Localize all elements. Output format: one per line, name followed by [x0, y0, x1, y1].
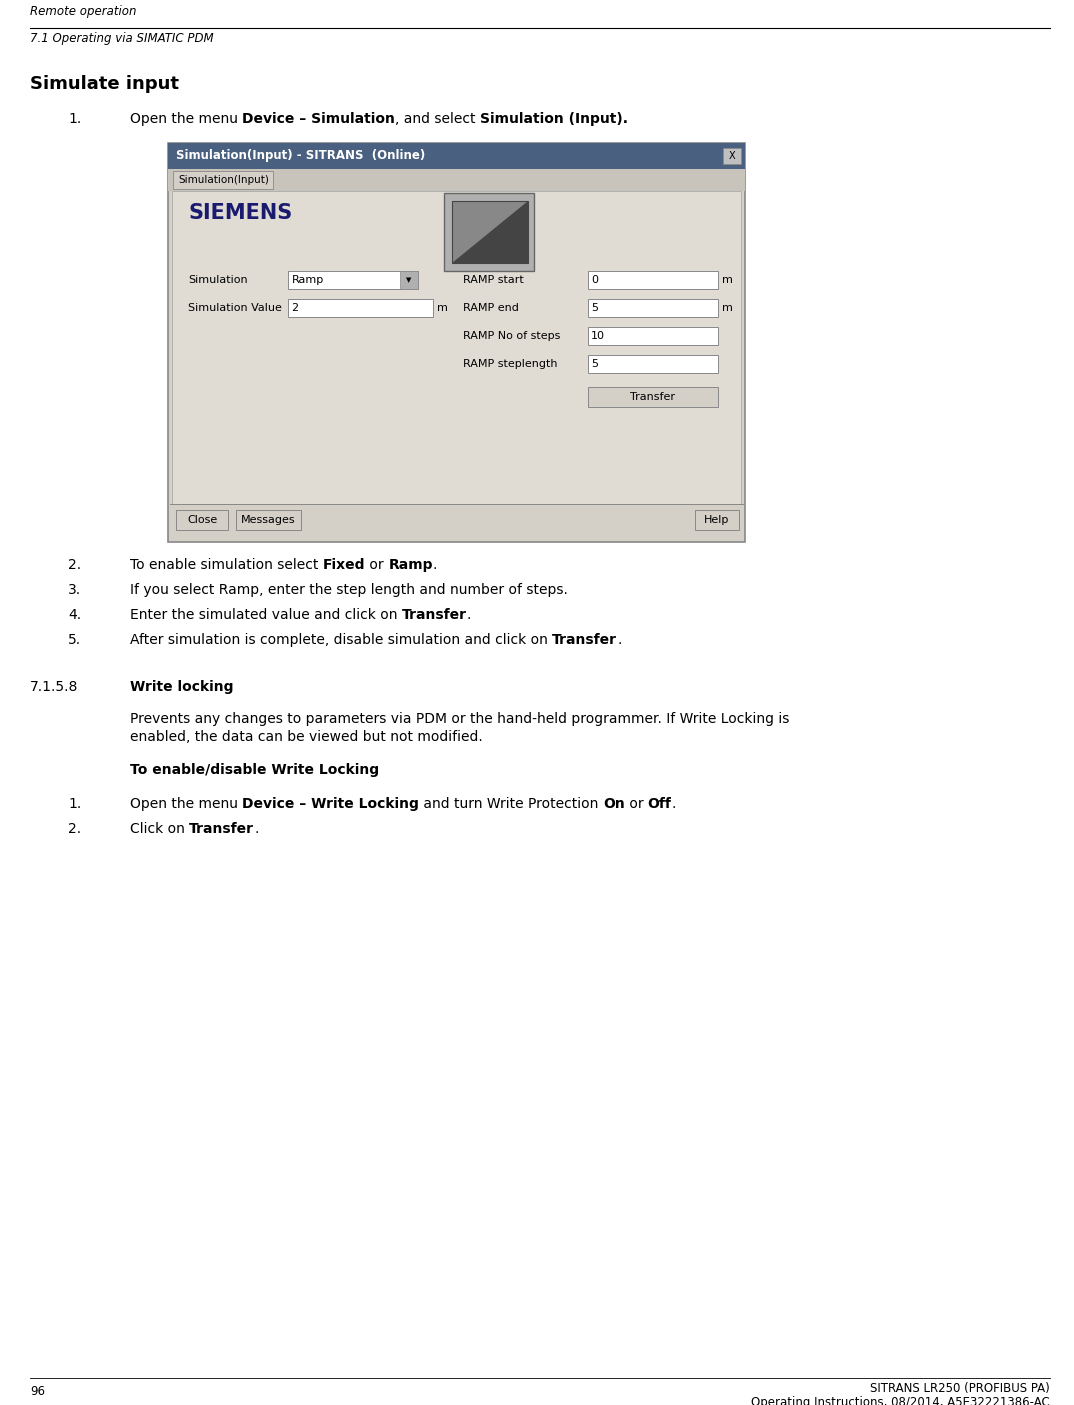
Text: .: .: [467, 608, 471, 622]
Text: Transfer: Transfer: [552, 634, 618, 646]
Text: Fixed: Fixed: [323, 558, 365, 572]
Bar: [173, 171, 273, 190]
Polygon shape: [452, 201, 528, 263]
Text: Simulation(Input) - SITRANS  (Online): Simulation(Input) - SITRANS (Online): [176, 149, 425, 163]
Bar: [288, 271, 418, 289]
Bar: [236, 510, 301, 530]
Text: Transfer: Transfer: [402, 608, 467, 622]
Text: Simulation (Input).: Simulation (Input).: [480, 112, 628, 126]
Text: Messages: Messages: [242, 516, 295, 525]
Text: Prevents any changes to parameters via PDM or the hand-held programmer. If Write: Prevents any changes to parameters via P…: [130, 712, 789, 726]
Bar: [168, 169, 745, 191]
Text: 96: 96: [30, 1385, 45, 1398]
Text: Enter the simulated value and click on: Enter the simulated value and click on: [130, 608, 402, 622]
Text: 5: 5: [591, 303, 598, 313]
Text: 7.1.5.8: 7.1.5.8: [30, 680, 78, 694]
Bar: [288, 299, 433, 318]
Bar: [176, 510, 228, 530]
Bar: [587, 327, 719, 346]
Text: Write locking: Write locking: [130, 680, 233, 694]
Text: .: .: [433, 558, 437, 572]
Text: 1.: 1.: [68, 797, 82, 811]
Text: ▼: ▼: [406, 277, 411, 282]
Text: Operating Instructions, 08/2014, A5E32221386-AC: Operating Instructions, 08/2014, A5E3222…: [751, 1397, 1050, 1405]
Text: 4.: 4.: [68, 608, 82, 622]
Text: 7.1 Operating via SIMATIC PDM: 7.1 Operating via SIMATIC PDM: [30, 32, 214, 45]
Text: .: .: [618, 634, 622, 646]
Text: Close: Close: [187, 516, 217, 525]
Text: 2.: 2.: [68, 822, 82, 836]
Text: X: X: [728, 150, 736, 162]
Text: , and select: , and select: [395, 112, 480, 126]
Text: Simulate input: Simulate input: [30, 74, 179, 93]
Bar: [172, 191, 741, 504]
Text: 5: 5: [591, 360, 598, 370]
Text: Off: Off: [648, 797, 671, 811]
Text: or: or: [365, 558, 388, 572]
Text: RAMP No of steps: RAMP No of steps: [463, 332, 561, 341]
Text: On: On: [603, 797, 625, 811]
Bar: [452, 201, 528, 263]
Text: 5.: 5.: [68, 634, 82, 646]
Text: Simulation: Simulation: [188, 275, 248, 285]
Text: or: or: [625, 797, 648, 811]
Bar: [170, 504, 743, 540]
Text: RAMP end: RAMP end: [463, 303, 519, 313]
Text: To enable simulation select: To enable simulation select: [130, 558, 323, 572]
Bar: [723, 148, 741, 164]
Bar: [168, 143, 745, 542]
Bar: [400, 271, 418, 289]
Text: 1.: 1.: [68, 112, 82, 126]
Text: .: .: [255, 822, 259, 836]
Text: 0: 0: [591, 275, 598, 285]
Text: enabled, the data can be viewed but not modified.: enabled, the data can be viewed but not …: [130, 731, 482, 745]
Text: SIEMENS: SIEMENS: [188, 202, 292, 223]
Text: To enable/disable Write Locking: To enable/disable Write Locking: [130, 763, 379, 777]
Text: SITRANS LR250 (PROFIBUS PA): SITRANS LR250 (PROFIBUS PA): [870, 1383, 1050, 1395]
Text: m: m: [722, 275, 732, 285]
Text: Simulation(Input): Simulation(Input): [178, 176, 268, 185]
Text: Open the menu: Open the menu: [130, 112, 243, 126]
Text: If you select Ramp, enter the step length and number of steps.: If you select Ramp, enter the step lengt…: [130, 583, 568, 597]
Bar: [587, 271, 719, 289]
Text: Simulation Value: Simulation Value: [188, 303, 281, 313]
Bar: [444, 192, 534, 271]
Text: Ramp: Ramp: [292, 275, 324, 285]
Text: Ramp: Ramp: [388, 558, 433, 572]
Bar: [587, 355, 719, 372]
Text: m: m: [437, 303, 448, 313]
Bar: [587, 299, 719, 318]
Text: After simulation is complete, disable simulation and click on: After simulation is complete, disable si…: [130, 634, 552, 646]
Text: Device – Simulation: Device – Simulation: [243, 112, 395, 126]
Text: Remote operation: Remote operation: [30, 6, 136, 18]
Text: 3.: 3.: [68, 583, 82, 597]
Text: 2: 2: [291, 303, 299, 313]
Text: Click on: Click on: [130, 822, 189, 836]
Bar: [587, 386, 719, 407]
Text: Open the menu: Open the menu: [130, 797, 243, 811]
Bar: [168, 143, 745, 169]
Text: Device – Write Locking: Device – Write Locking: [243, 797, 419, 811]
Text: Help: Help: [705, 516, 729, 525]
Text: RAMP start: RAMP start: [463, 275, 524, 285]
Text: m: m: [722, 303, 732, 313]
Text: 2.: 2.: [68, 558, 82, 572]
Bar: [695, 510, 739, 530]
Text: Transfer: Transfer: [189, 822, 255, 836]
Text: Transfer: Transfer: [630, 392, 676, 402]
Text: .: .: [671, 797, 676, 811]
Text: and turn Write Protection: and turn Write Protection: [419, 797, 603, 811]
Text: 10: 10: [591, 332, 605, 341]
Text: RAMP steplength: RAMP steplength: [463, 360, 557, 370]
